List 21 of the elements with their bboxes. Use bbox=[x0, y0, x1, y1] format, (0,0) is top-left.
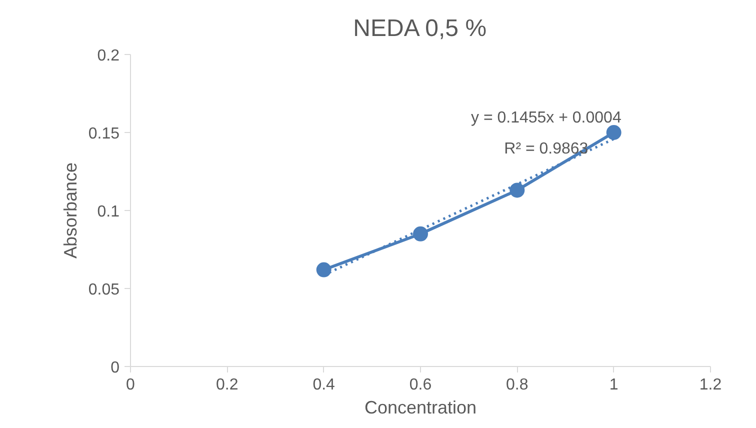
y-tick-label: 0 bbox=[110, 360, 120, 376]
x-tick-label: 0.8 bbox=[506, 376, 528, 394]
x-tick-label: 0.2 bbox=[216, 376, 238, 394]
y-tick-label: 0.2 bbox=[97, 48, 120, 64]
y-tick-label: 0.05 bbox=[88, 282, 120, 298]
y-axis-title: Absorbance bbox=[60, 162, 80, 259]
x-tick-label: 0.6 bbox=[409, 376, 432, 394]
y-tick-label: 0.15 bbox=[88, 126, 120, 142]
point bbox=[413, 226, 428, 242]
point bbox=[606, 125, 622, 140]
y-tick-label: 0.1 bbox=[97, 204, 120, 220]
x-tick-label: 0 bbox=[126, 376, 136, 394]
point bbox=[510, 182, 525, 198]
annotation: y = 0.1455x + 0.0004 bbox=[470, 109, 622, 126]
x-tick-label: 1 bbox=[609, 376, 618, 394]
chart-title: NEDA 0,5 % bbox=[353, 15, 487, 42]
annotation: R² = 0.9863 bbox=[504, 140, 588, 158]
x-axis-title: Concentration bbox=[364, 398, 477, 418]
x-tick-label: 0.4 bbox=[312, 376, 336, 394]
x-tick-label: 1.2 bbox=[699, 376, 722, 394]
point bbox=[316, 262, 332, 278]
